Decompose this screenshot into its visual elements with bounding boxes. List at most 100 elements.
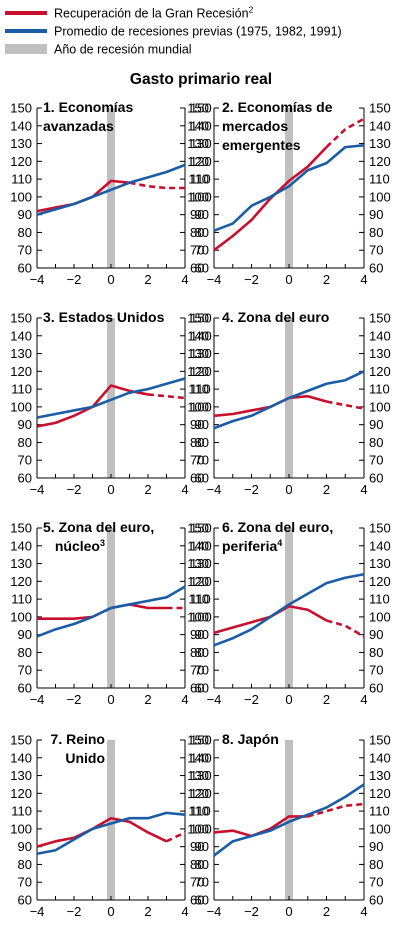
panel-title-text: Unido xyxy=(65,750,105,766)
y-tick-label-left: 80 xyxy=(18,435,32,450)
panel-title: avanzadas xyxy=(43,118,114,134)
y-tick-label-right: 100 xyxy=(190,609,212,624)
y-tick-label-left: 80 xyxy=(195,857,209,872)
y-tick-label-left: 140 xyxy=(10,118,32,133)
y-tick-label-left: 60 xyxy=(18,471,32,486)
y-tick-label-left: 70 xyxy=(195,243,209,258)
y-tick-label-right: 70 xyxy=(190,875,204,890)
x-tick-label: −2 xyxy=(244,272,259,287)
x-tick-label: −2 xyxy=(244,904,259,919)
panel-title: 1. Economías xyxy=(43,99,133,115)
panel-title-text: 1. Economías xyxy=(43,99,133,115)
y-tick-label-left: 150 xyxy=(187,733,209,748)
y-tick-label-right: 120 xyxy=(369,574,391,589)
x-tick-label: 4 xyxy=(181,482,188,497)
panel-title-footnote-marker: 3 xyxy=(100,538,105,548)
x-tick-label: −4 xyxy=(207,904,222,919)
y-tick-label-right: 60 xyxy=(369,681,383,696)
y-tick-label-right: 130 xyxy=(190,136,212,151)
y-tick-label-left: 110 xyxy=(188,804,209,819)
y-tick-label-right: 60 xyxy=(369,261,383,276)
panel-title: 8. Japón xyxy=(222,731,279,747)
y-tick-label-left: 100 xyxy=(187,399,209,414)
y-tick-label-right: 80 xyxy=(190,435,204,450)
y-tick-label-right: 100 xyxy=(190,399,212,414)
x-tick-label: −2 xyxy=(244,692,259,707)
x-tick-label: 4 xyxy=(360,272,367,287)
y-tick-label-right: 80 xyxy=(190,225,204,240)
y-tick-label-left: 120 xyxy=(187,154,209,169)
x-tick-label: −2 xyxy=(244,482,259,497)
series-blue-line xyxy=(213,144,365,232)
y-tick-label-left: 150 xyxy=(10,733,32,748)
y-tick-label-right: 70 xyxy=(369,875,383,890)
panel-title-text: periferia xyxy=(222,538,277,554)
y-tick-label-left: 140 xyxy=(187,750,209,765)
panel-title: emergentes xyxy=(222,137,301,153)
recession-band xyxy=(285,528,293,688)
x-tick-label: −4 xyxy=(207,482,222,497)
y-tick-label-left: 80 xyxy=(18,857,32,872)
legend-label-0: Recuperación de la Gran Recesión2 xyxy=(54,5,254,21)
y-tick-label-right: 80 xyxy=(369,857,383,872)
panel-title-text: 4. Zona del euro xyxy=(222,309,329,325)
y-tick-label-left: 90 xyxy=(18,627,32,642)
legend-footnote-marker: 2 xyxy=(249,5,254,15)
y-tick-label-right: 70 xyxy=(190,243,204,258)
y-tick-label-right: 150 xyxy=(190,521,212,536)
y-tick-label-right: 130 xyxy=(190,346,212,361)
x-tick-label: 0 xyxy=(107,904,114,919)
x-tick-label: 2 xyxy=(144,904,151,919)
y-tick-label-right: 120 xyxy=(369,364,391,379)
y-tick-label-left: 80 xyxy=(195,225,209,240)
y-tick-label-right: 140 xyxy=(190,538,212,553)
y-tick-label-right: 90 xyxy=(369,627,383,642)
y-tick-label-left: 70 xyxy=(18,453,32,468)
y-tick-label-left: 100 xyxy=(187,189,209,204)
y-tick-label-right: 110 xyxy=(369,172,390,187)
recession-band xyxy=(107,740,115,900)
y-tick-label-right: 60 xyxy=(190,893,204,908)
x-tick-label: 2 xyxy=(144,482,151,497)
panel-title: 3. Estados Unidos xyxy=(43,309,165,325)
panel-title: mercados xyxy=(222,118,288,134)
y-tick-label-left: 90 xyxy=(18,417,32,432)
x-tick-label: −4 xyxy=(207,692,222,707)
x-tick-label: −4 xyxy=(30,692,45,707)
x-tick-label: 0 xyxy=(107,272,114,287)
panel-title-text: 8. Japón xyxy=(222,731,279,747)
y-tick-label-right: 100 xyxy=(369,609,391,624)
y-tick-label-right: 130 xyxy=(190,556,212,571)
x-tick-label: 2 xyxy=(323,692,330,707)
y-tick-label-left: 90 xyxy=(195,207,209,222)
y-tick-label-right: 150 xyxy=(190,311,212,326)
y-tick-label-left: 150 xyxy=(187,101,209,116)
series-red-line xyxy=(213,604,328,635)
x-tick-label: 4 xyxy=(360,692,367,707)
y-tick-label-right: 150 xyxy=(190,101,212,116)
y-tick-label-right: 140 xyxy=(369,538,391,553)
y-tick-label-right: 90 xyxy=(369,839,383,854)
y-tick-label-right: 130 xyxy=(369,346,391,361)
y-tick-label-right: 70 xyxy=(190,453,204,468)
x-tick-label: −4 xyxy=(30,482,45,497)
y-tick-label-left: 150 xyxy=(10,521,32,536)
y-tick-label-right: 120 xyxy=(190,364,212,379)
y-tick-label-left: 130 xyxy=(187,136,209,151)
panel-title-text: emergentes xyxy=(222,137,301,153)
y-tick-label-right: 150 xyxy=(369,521,391,536)
y-tick-label-right: 100 xyxy=(190,189,212,204)
series-red-projection xyxy=(165,831,186,843)
y-tick-label-left: 90 xyxy=(195,627,209,642)
x-tick-label: 0 xyxy=(285,482,292,497)
x-tick-label: 2 xyxy=(323,482,330,497)
x-tick-label: −4 xyxy=(207,272,222,287)
series-red-line xyxy=(36,179,130,213)
x-tick-label: 2 xyxy=(323,904,330,919)
panel-title: 7. Reino xyxy=(51,731,105,747)
y-tick-label-right: 60 xyxy=(190,471,204,486)
x-tick-label: 0 xyxy=(285,692,292,707)
